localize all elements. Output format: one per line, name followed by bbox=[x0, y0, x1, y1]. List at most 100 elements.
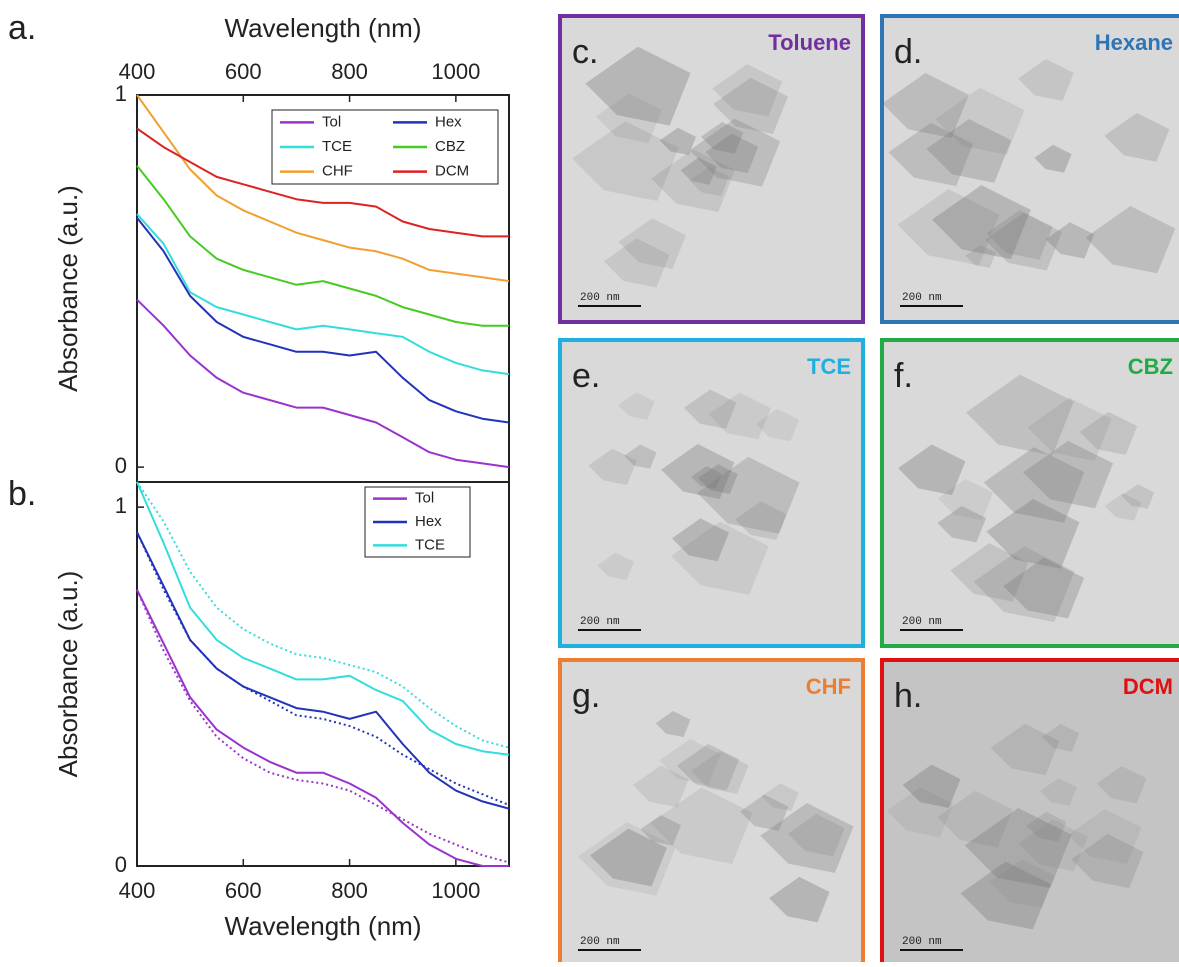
scale-label: 200 nm bbox=[902, 616, 942, 628]
micrograph bbox=[558, 14, 865, 324]
scale-label: 200 nm bbox=[580, 292, 620, 304]
flake bbox=[655, 711, 691, 738]
legend-label: TCE bbox=[415, 536, 445, 553]
legend-label: Tol bbox=[415, 490, 434, 507]
scale-label: 200 nm bbox=[580, 616, 620, 628]
data-line bbox=[136, 94, 510, 283]
micrograph bbox=[558, 338, 865, 648]
flake bbox=[761, 783, 799, 812]
flake bbox=[769, 876, 830, 923]
flake bbox=[1045, 222, 1095, 259]
x-axis-label: Wavelength (nm) bbox=[225, 13, 422, 43]
flake bbox=[1023, 440, 1114, 509]
flake bbox=[897, 189, 1000, 266]
panel-border bbox=[880, 14, 1179, 324]
flake bbox=[1068, 809, 1142, 865]
flake bbox=[588, 448, 637, 485]
flake bbox=[964, 808, 1072, 889]
scale-label: 200 nm bbox=[902, 936, 942, 948]
y-axis-label: Absorbance (a.u.) bbox=[53, 571, 83, 778]
flake bbox=[886, 787, 954, 838]
flake bbox=[1121, 484, 1155, 509]
flake bbox=[1085, 206, 1176, 274]
panel-title: DCM bbox=[1123, 674, 1173, 699]
plot-frame bbox=[136, 481, 510, 867]
flake bbox=[932, 185, 1031, 260]
panel-label: e. bbox=[572, 357, 600, 395]
y-tick-label: 0 bbox=[115, 852, 127, 877]
legend-label: Tol bbox=[322, 113, 341, 130]
panel-label: h. bbox=[894, 677, 922, 715]
flake bbox=[589, 828, 667, 887]
x-tick-label: 600 bbox=[225, 878, 262, 903]
flake bbox=[708, 392, 771, 440]
flake bbox=[937, 790, 1013, 848]
flake bbox=[950, 543, 1029, 602]
flake bbox=[898, 444, 966, 496]
figure-body: 400 600 800 1000 0 1 Wavelength (nm) Absorbance… bbox=[8, 9, 1179, 962]
flake bbox=[937, 505, 987, 543]
flake bbox=[902, 764, 961, 808]
flake bbox=[735, 501, 787, 541]
y-axis-label: Absorbance (a.u.) bbox=[53, 185, 83, 392]
panel-label: c. bbox=[572, 33, 598, 71]
flake bbox=[1079, 411, 1138, 455]
data-line bbox=[136, 165, 509, 327]
micrograph bbox=[558, 658, 865, 962]
flake bbox=[595, 93, 662, 143]
panel-border bbox=[880, 658, 1179, 962]
data-line bbox=[136, 589, 509, 867]
flake bbox=[937, 478, 994, 521]
flake bbox=[618, 218, 687, 270]
flake bbox=[986, 498, 1080, 569]
flake bbox=[1042, 723, 1080, 752]
flake bbox=[1034, 144, 1072, 173]
flake bbox=[572, 121, 679, 201]
panel-title: Toluene bbox=[768, 30, 851, 55]
flake bbox=[740, 794, 789, 831]
flake bbox=[787, 813, 845, 857]
flake bbox=[683, 389, 737, 429]
flake bbox=[882, 73, 969, 138]
panel-label: g. bbox=[572, 677, 600, 715]
legend-label: DCM bbox=[435, 163, 469, 180]
legend-label: CBZ bbox=[435, 138, 465, 155]
flake bbox=[973, 546, 1075, 623]
flake bbox=[632, 765, 689, 808]
data-line bbox=[136, 589, 510, 864]
flake bbox=[1027, 397, 1112, 461]
flake bbox=[659, 127, 697, 156]
flake bbox=[926, 119, 1012, 183]
flake bbox=[966, 374, 1074, 456]
data-line bbox=[136, 298, 510, 469]
flake bbox=[1018, 819, 1088, 872]
data-line bbox=[136, 531, 510, 810]
flake bbox=[1104, 112, 1170, 162]
flake bbox=[597, 552, 634, 581]
x-tick-label: 400 bbox=[119, 878, 156, 903]
flake bbox=[691, 750, 749, 795]
y-tick-label: 1 bbox=[115, 493, 127, 518]
flake bbox=[960, 861, 1051, 930]
panel-title: CHF bbox=[806, 674, 851, 699]
flake bbox=[989, 859, 1055, 909]
flake bbox=[983, 447, 1085, 523]
flake bbox=[1017, 59, 1074, 101]
flake bbox=[712, 64, 783, 117]
y-tick-label: 1 bbox=[115, 81, 127, 106]
flake bbox=[671, 518, 729, 562]
data-line bbox=[136, 531, 510, 806]
flake bbox=[760, 803, 854, 873]
flake bbox=[713, 77, 788, 134]
flake bbox=[888, 122, 974, 187]
flake bbox=[651, 149, 736, 213]
y-tick-label: 0 bbox=[115, 453, 127, 478]
flake bbox=[698, 464, 738, 494]
legend-label: Hex bbox=[415, 513, 442, 530]
flake bbox=[701, 121, 744, 154]
micrograph bbox=[880, 14, 1179, 324]
flake bbox=[755, 408, 800, 442]
flake bbox=[624, 444, 657, 469]
flake bbox=[689, 166, 729, 197]
